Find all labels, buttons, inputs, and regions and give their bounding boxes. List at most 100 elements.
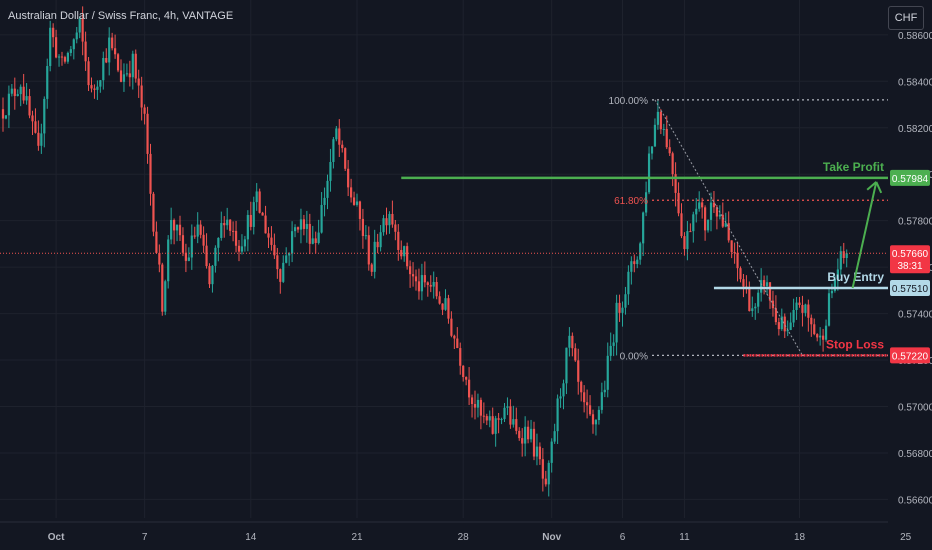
candle-body [506, 406, 509, 408]
candle-body [724, 223, 727, 227]
candle [621, 301, 624, 327]
candle-body [414, 276, 418, 282]
candle-body [668, 147, 671, 154]
candle [7, 85, 10, 129]
candle [196, 212, 199, 244]
candle [736, 241, 739, 282]
candle [839, 246, 842, 276]
candle [692, 211, 695, 243]
candle-body [155, 231, 158, 253]
candle-body [535, 446, 539, 457]
currency-button[interactable]: CHF [888, 6, 924, 30]
candle [302, 214, 305, 236]
candle [202, 226, 205, 253]
price-tick-label: 0.56600 [898, 495, 932, 506]
candle [633, 254, 636, 273]
candle [323, 187, 326, 217]
candle [476, 393, 480, 418]
candle-body [541, 459, 544, 479]
candle [662, 123, 665, 136]
candle-body [140, 85, 143, 108]
candle [615, 294, 618, 356]
candle-body [125, 73, 128, 75]
candle [397, 224, 400, 261]
candle-body [81, 18, 84, 42]
candle [252, 196, 255, 235]
candle [87, 57, 90, 92]
stop-loss-label: Stop Loss [826, 337, 884, 351]
candle-body [282, 262, 285, 282]
candle-body [19, 86, 22, 95]
candle [473, 390, 477, 420]
candle [627, 265, 630, 305]
candle-body [350, 187, 353, 198]
candle-body [730, 240, 733, 253]
candle-body [736, 252, 739, 269]
candle [497, 413, 500, 434]
candle-body [565, 347, 568, 384]
candle-body [208, 266, 211, 285]
candle-body [291, 231, 294, 254]
candle [164, 279, 167, 316]
candle-body [211, 265, 214, 285]
candle-body [31, 115, 34, 122]
candle-body [715, 207, 718, 217]
candle [647, 146, 651, 195]
candle-body [588, 405, 592, 415]
candle [388, 211, 391, 234]
candle-body [647, 153, 651, 193]
candle [125, 63, 128, 77]
candle [721, 202, 724, 228]
candle-body [497, 418, 500, 420]
candle-body [184, 252, 187, 261]
candle [285, 247, 288, 264]
candle-body [630, 261, 633, 272]
candle [559, 388, 562, 408]
candle [128, 60, 131, 87]
candle [175, 224, 179, 242]
candle-body [114, 48, 117, 55]
candle-body [718, 214, 721, 217]
candle [264, 205, 267, 234]
candle-body [804, 304, 807, 313]
candle-body [795, 302, 798, 311]
candle-body [810, 317, 813, 325]
candle-body [326, 180, 329, 198]
candle-body [149, 153, 152, 194]
candle-body [320, 204, 323, 233]
candle-body [178, 224, 182, 236]
candle [580, 380, 583, 402]
candle [833, 275, 836, 293]
symbol-title[interactable]: Australian Dollar / Swiss Franc, 4h, VAN… [8, 10, 234, 22]
candle [420, 263, 423, 301]
candle [529, 419, 533, 443]
candle [364, 225, 367, 240]
candle [223, 216, 226, 238]
candle-body [727, 223, 730, 241]
candle [689, 223, 692, 233]
candle [527, 420, 530, 444]
candle-body [403, 246, 406, 257]
candle-body [482, 415, 485, 417]
candle [261, 211, 264, 216]
candle-body [671, 153, 674, 175]
candle [577, 348, 580, 395]
candle-body [173, 219, 176, 231]
candle-body [170, 219, 173, 240]
candle [544, 470, 547, 487]
candle-body [60, 56, 64, 58]
candle-body [202, 234, 205, 246]
candle [650, 146, 654, 160]
candle [217, 237, 220, 262]
candle-body [417, 281, 421, 292]
candle-body [108, 37, 111, 63]
candle-body [695, 208, 698, 215]
candle-body [361, 218, 364, 236]
candle [441, 303, 444, 316]
candle-body [612, 342, 615, 346]
candle [760, 268, 763, 302]
candle-body [78, 18, 81, 33]
buy-entry-tag [890, 280, 930, 297]
candle [683, 232, 686, 256]
